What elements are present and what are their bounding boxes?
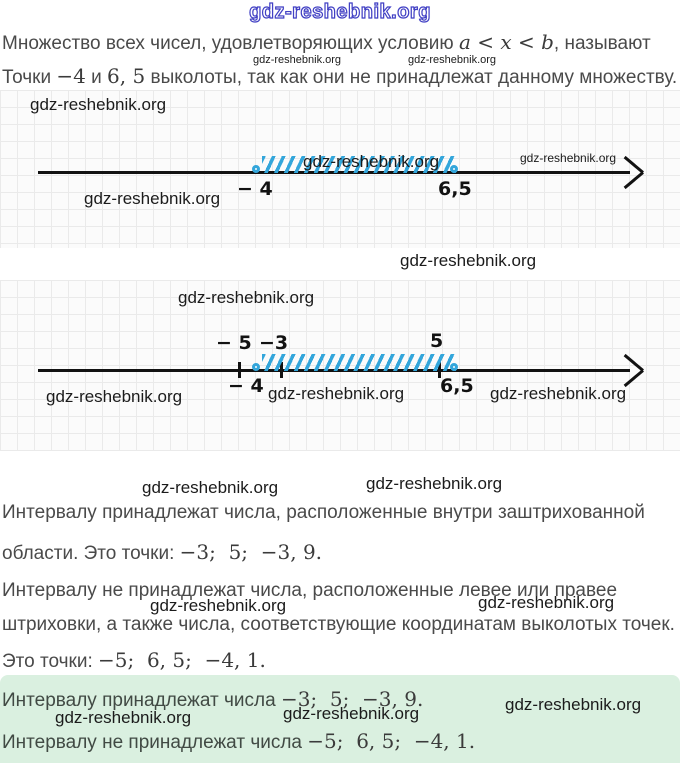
intro-line1-pre: Множество всех чисел, удовлетворяющих ус… — [2, 33, 459, 54]
label-6-5: 6,5 — [440, 375, 474, 397]
watermark-d2-bottomright: gdz-reshebnik.org — [490, 384, 627, 403]
summary-line1-pre: Интервалу принадлежат числа — [2, 690, 281, 711]
open-point-6-5 — [450, 165, 458, 173]
intro-line2-post: выколоты, так как они не принадлежат дан… — [145, 67, 678, 88]
body-p2-line3-pre: Это точки: — [2, 651, 99, 672]
watermark-d1-bottomleft: gdz-reshebnik.org — [84, 189, 221, 208]
watermark-body-4: gdz-reshebnik.org — [478, 593, 615, 612]
number-line-diagram-1: gdz-reshebnik.org gdz-reshebnik.org gdz-… — [0, 90, 680, 248]
watermark-body-3: gdz-reshebnik.org — [150, 596, 287, 615]
summary-line2-pre: Интервалу не принадлежат числа — [2, 732, 308, 753]
watermark-d1-hatch: gdz-reshebnik.org — [303, 152, 440, 171]
watermark-d2-bottomleft: gdz-reshebnik.org — [46, 387, 183, 406]
watermark-body-1: gdz-reshebnik.org — [142, 478, 279, 497]
watermark-d2-top: gdz-reshebnik.org — [178, 288, 315, 307]
tick-minus5 — [238, 362, 241, 378]
summary-line1-math: −3; 5; −3, 9. — [280, 687, 424, 711]
body-p2-line3-math: −5; 6, 5; −4, 1. — [98, 648, 266, 672]
label-5: 5 — [430, 330, 444, 352]
watermark-small-1: gdz-reshebnik.org — [253, 54, 342, 66]
summary-line2-math: −5; 6, 5; −4, 1. — [307, 729, 476, 753]
summary-line-1: Интервалу принадлежат числа −3; 5; −3, 9… — [2, 687, 423, 712]
intro-line2-math1: −4 — [56, 64, 86, 88]
label-minus4: − 4 — [237, 178, 273, 200]
watermark-top: gdz-reshebnik.org — [248, 0, 431, 23]
intro-line-1: Множество всех чисел, удовлетворяющих ус… — [2, 30, 651, 55]
intro-line2-mid: и — [85, 67, 108, 88]
body-p2-line2: штриховки, а также числа, соответствующи… — [2, 614, 675, 635]
watermark-summary-right: gdz-reshebnik.org — [505, 695, 642, 714]
intro-line2-pre: Точки — [2, 67, 57, 88]
watermark-d2-bottommid: gdz-reshebnik.org — [268, 384, 405, 403]
body-p1-line2: области. Это точки: −3; 5; −3, 9. — [2, 540, 322, 565]
body-p1-line1: Интервалу принадлежат числа, расположенн… — [2, 502, 645, 523]
label-minus3: −3 — [259, 332, 289, 354]
arrow-right-icon — [623, 369, 644, 388]
watermark-summary-mid: gdz-reshebnik.org — [283, 704, 420, 723]
watermark-d1-topleft: gdz-reshebnik.org — [30, 95, 167, 114]
body-p2-line1: Интервалу не принадлежат числа, располож… — [2, 580, 618, 601]
number-line-diagram-2: gdz-reshebnik.org − 5 −3 5 − 4 6,5 gdz-r… — [0, 280, 680, 451]
watermark-body-2: gdz-reshebnik.org — [366, 474, 503, 493]
body-p2-line3: Это точки: −5; 6, 5; −4, 1. — [2, 648, 266, 673]
intro-line1-post: , называют — [553, 33, 651, 54]
body-p1-line2-pre: области. Это точки: — [2, 543, 180, 564]
body-p1-line2-math: −3; 5; −3, 9. — [179, 540, 323, 564]
label-6-5: 6,5 — [438, 178, 472, 200]
intro-line-2: Точки −4 и 6, 5 выколоты, так как они не… — [2, 64, 677, 89]
summary-line-2: Интервалу не принадлежат числа −5; 6, 5;… — [2, 729, 475, 754]
label-minus5: − 5 — [216, 332, 252, 354]
summary-box: Интервалу принадлежат числа −3; 5; −3, 9… — [0, 675, 680, 763]
watermark-d1-right: gdz-reshebnik.org — [520, 151, 617, 165]
intro-line2-math2: 6, 5 — [107, 64, 146, 88]
interval-hatching-1 — [262, 156, 456, 173]
watermark-between-diagrams: gdz-reshebnik.org — [400, 251, 537, 270]
open-point-6-5 — [450, 363, 458, 371]
label-minus4: − 4 — [228, 375, 264, 397]
open-point-minus4 — [252, 363, 260, 371]
interval-hatching-2 — [262, 354, 456, 371]
open-point-minus4 — [252, 165, 260, 173]
arrow-right-icon — [623, 171, 644, 190]
intro-line1-math: a < x < b — [458, 30, 554, 54]
watermark-small-2: gdz-reshebnik.org — [408, 54, 497, 66]
watermark-summary-left: gdz-reshebnik.org — [55, 708, 192, 727]
